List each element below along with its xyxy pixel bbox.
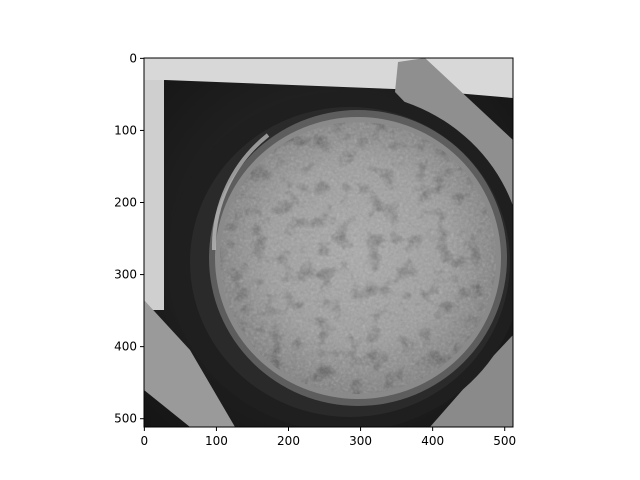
x-tick-label: 400 bbox=[421, 434, 444, 448]
y-axis: 0 100 200 300 400 500 bbox=[114, 51, 144, 426]
x-axis: 0 100 200 300 400 500 bbox=[141, 427, 516, 448]
y-tick-label: 200 bbox=[114, 196, 137, 210]
x-tick-label: 100 bbox=[205, 434, 228, 448]
y-tick-label: 0 bbox=[129, 51, 137, 65]
y-tick-label: 500 bbox=[114, 412, 137, 426]
x-tick-label: 500 bbox=[493, 434, 516, 448]
y-tick-label: 300 bbox=[114, 268, 137, 282]
x-tick-label: 0 bbox=[141, 434, 149, 448]
photo-image bbox=[144, 58, 513, 427]
y-tick-label: 100 bbox=[114, 123, 137, 137]
y-tick-label: 400 bbox=[114, 340, 137, 354]
x-tick-label: 200 bbox=[277, 434, 300, 448]
x-tick-label: 300 bbox=[349, 434, 372, 448]
axes-frame bbox=[143, 57, 514, 428]
